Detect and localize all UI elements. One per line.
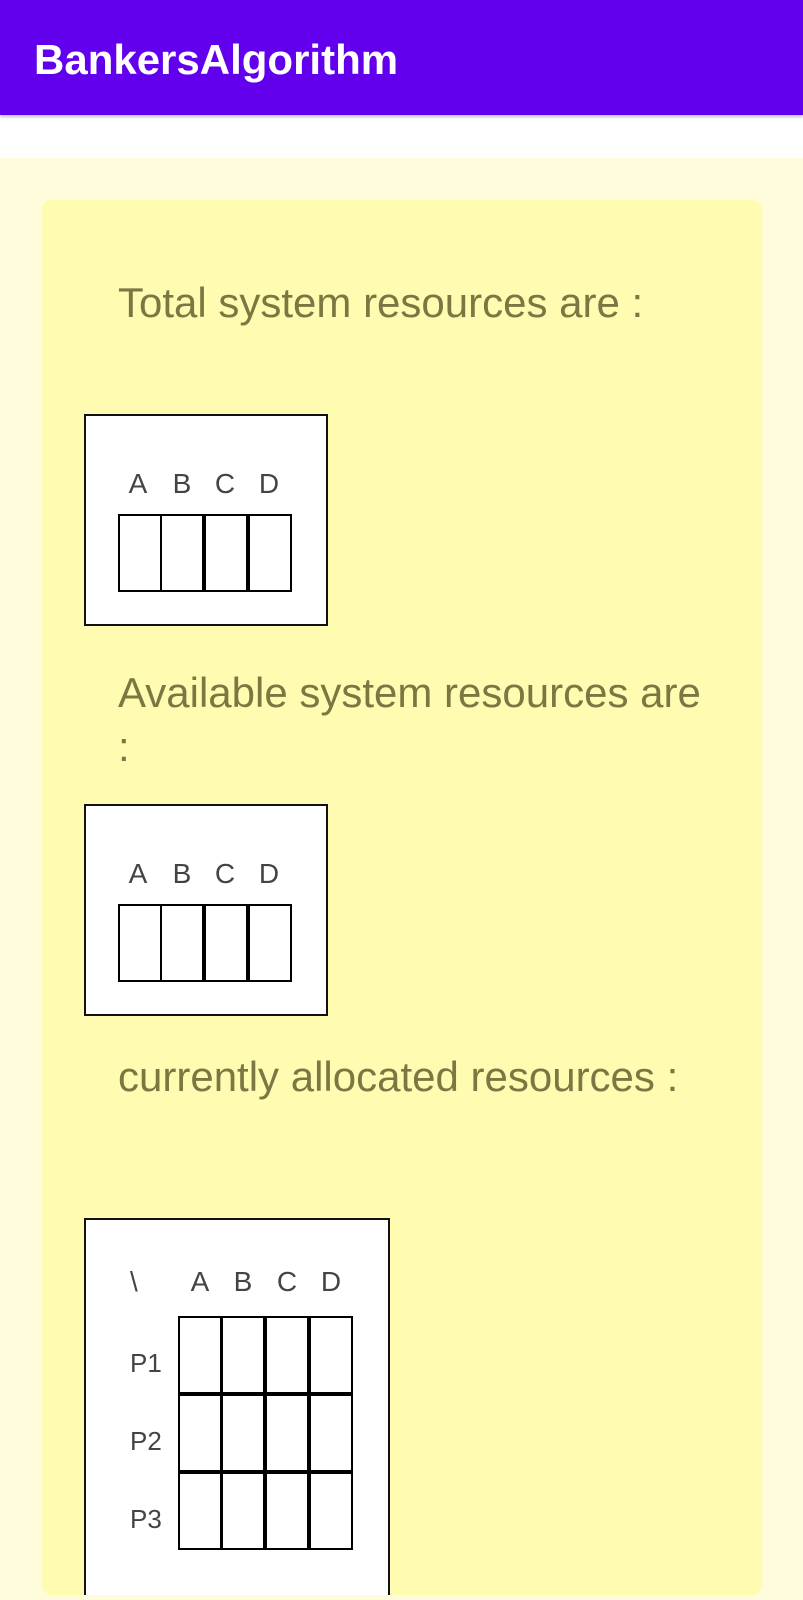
app-title: BankersAlgorithm <box>34 36 399 83</box>
total-header-c: C <box>214 468 236 499</box>
total-header-b: B <box>172 468 192 499</box>
available-input-c[interactable] <box>204 904 248 982</box>
allocated-p3-a[interactable] <box>178 1472 222 1550</box>
total-input-d[interactable] <box>248 514 292 592</box>
allocated-p1-a[interactable] <box>178 1316 222 1394</box>
available-input-b[interactable] <box>160 904 204 982</box>
allocated-p2-b[interactable] <box>221 1394 265 1472</box>
total-header-d: D <box>258 468 280 499</box>
allocated-resources-box: \ A B C D P1 P2 P3 <box>84 1218 390 1595</box>
content-card: Total system resources are : A B C D Ava… <box>42 200 762 1595</box>
allocated-header-b: B <box>233 1266 253 1297</box>
allocated-p2-a[interactable] <box>178 1394 222 1472</box>
process-label-p2: P2 <box>130 1426 162 1456</box>
allocated-header-c: C <box>276 1266 298 1297</box>
process-label-p3: P3 <box>130 1504 162 1534</box>
allocated-corner-label: \ <box>130 1266 138 1297</box>
available-header-b: B <box>172 858 192 889</box>
allocated-p2-d[interactable] <box>309 1394 353 1472</box>
total-input-b[interactable] <box>160 514 204 592</box>
allocated-resources-title: currently allocated resources : <box>118 1053 679 1100</box>
allocated-p1-d[interactable] <box>309 1316 353 1394</box>
available-resources-title: Available system resources are : <box>118 669 701 770</box>
process-label-p1: P1 <box>130 1348 162 1378</box>
available-header-c: C <box>214 858 236 889</box>
allocated-p1-c[interactable] <box>265 1316 309 1394</box>
allocated-p3-c[interactable] <box>265 1472 309 1550</box>
available-resources-box: A B C D <box>84 804 328 1016</box>
total-resources-title: Total system resources are : <box>118 279 644 326</box>
allocated-p2-c[interactable] <box>265 1394 309 1472</box>
total-resources-box: A B C D <box>84 414 328 626</box>
allocated-p1-b[interactable] <box>221 1316 265 1394</box>
allocated-p3-b[interactable] <box>221 1472 265 1550</box>
allocated-header-a: A <box>190 1266 210 1297</box>
available-header-a: A <box>128 858 148 889</box>
allocated-header-d: D <box>320 1266 342 1297</box>
total-input-c[interactable] <box>204 514 248 592</box>
available-input-d[interactable] <box>248 904 292 982</box>
available-input-a[interactable] <box>118 904 162 982</box>
total-header-a: A <box>128 468 148 499</box>
app-bar: BankersAlgorithm <box>0 0 803 115</box>
total-input-a[interactable] <box>118 514 162 592</box>
allocated-p3-d[interactable] <box>309 1472 353 1550</box>
available-header-d: D <box>258 858 280 889</box>
